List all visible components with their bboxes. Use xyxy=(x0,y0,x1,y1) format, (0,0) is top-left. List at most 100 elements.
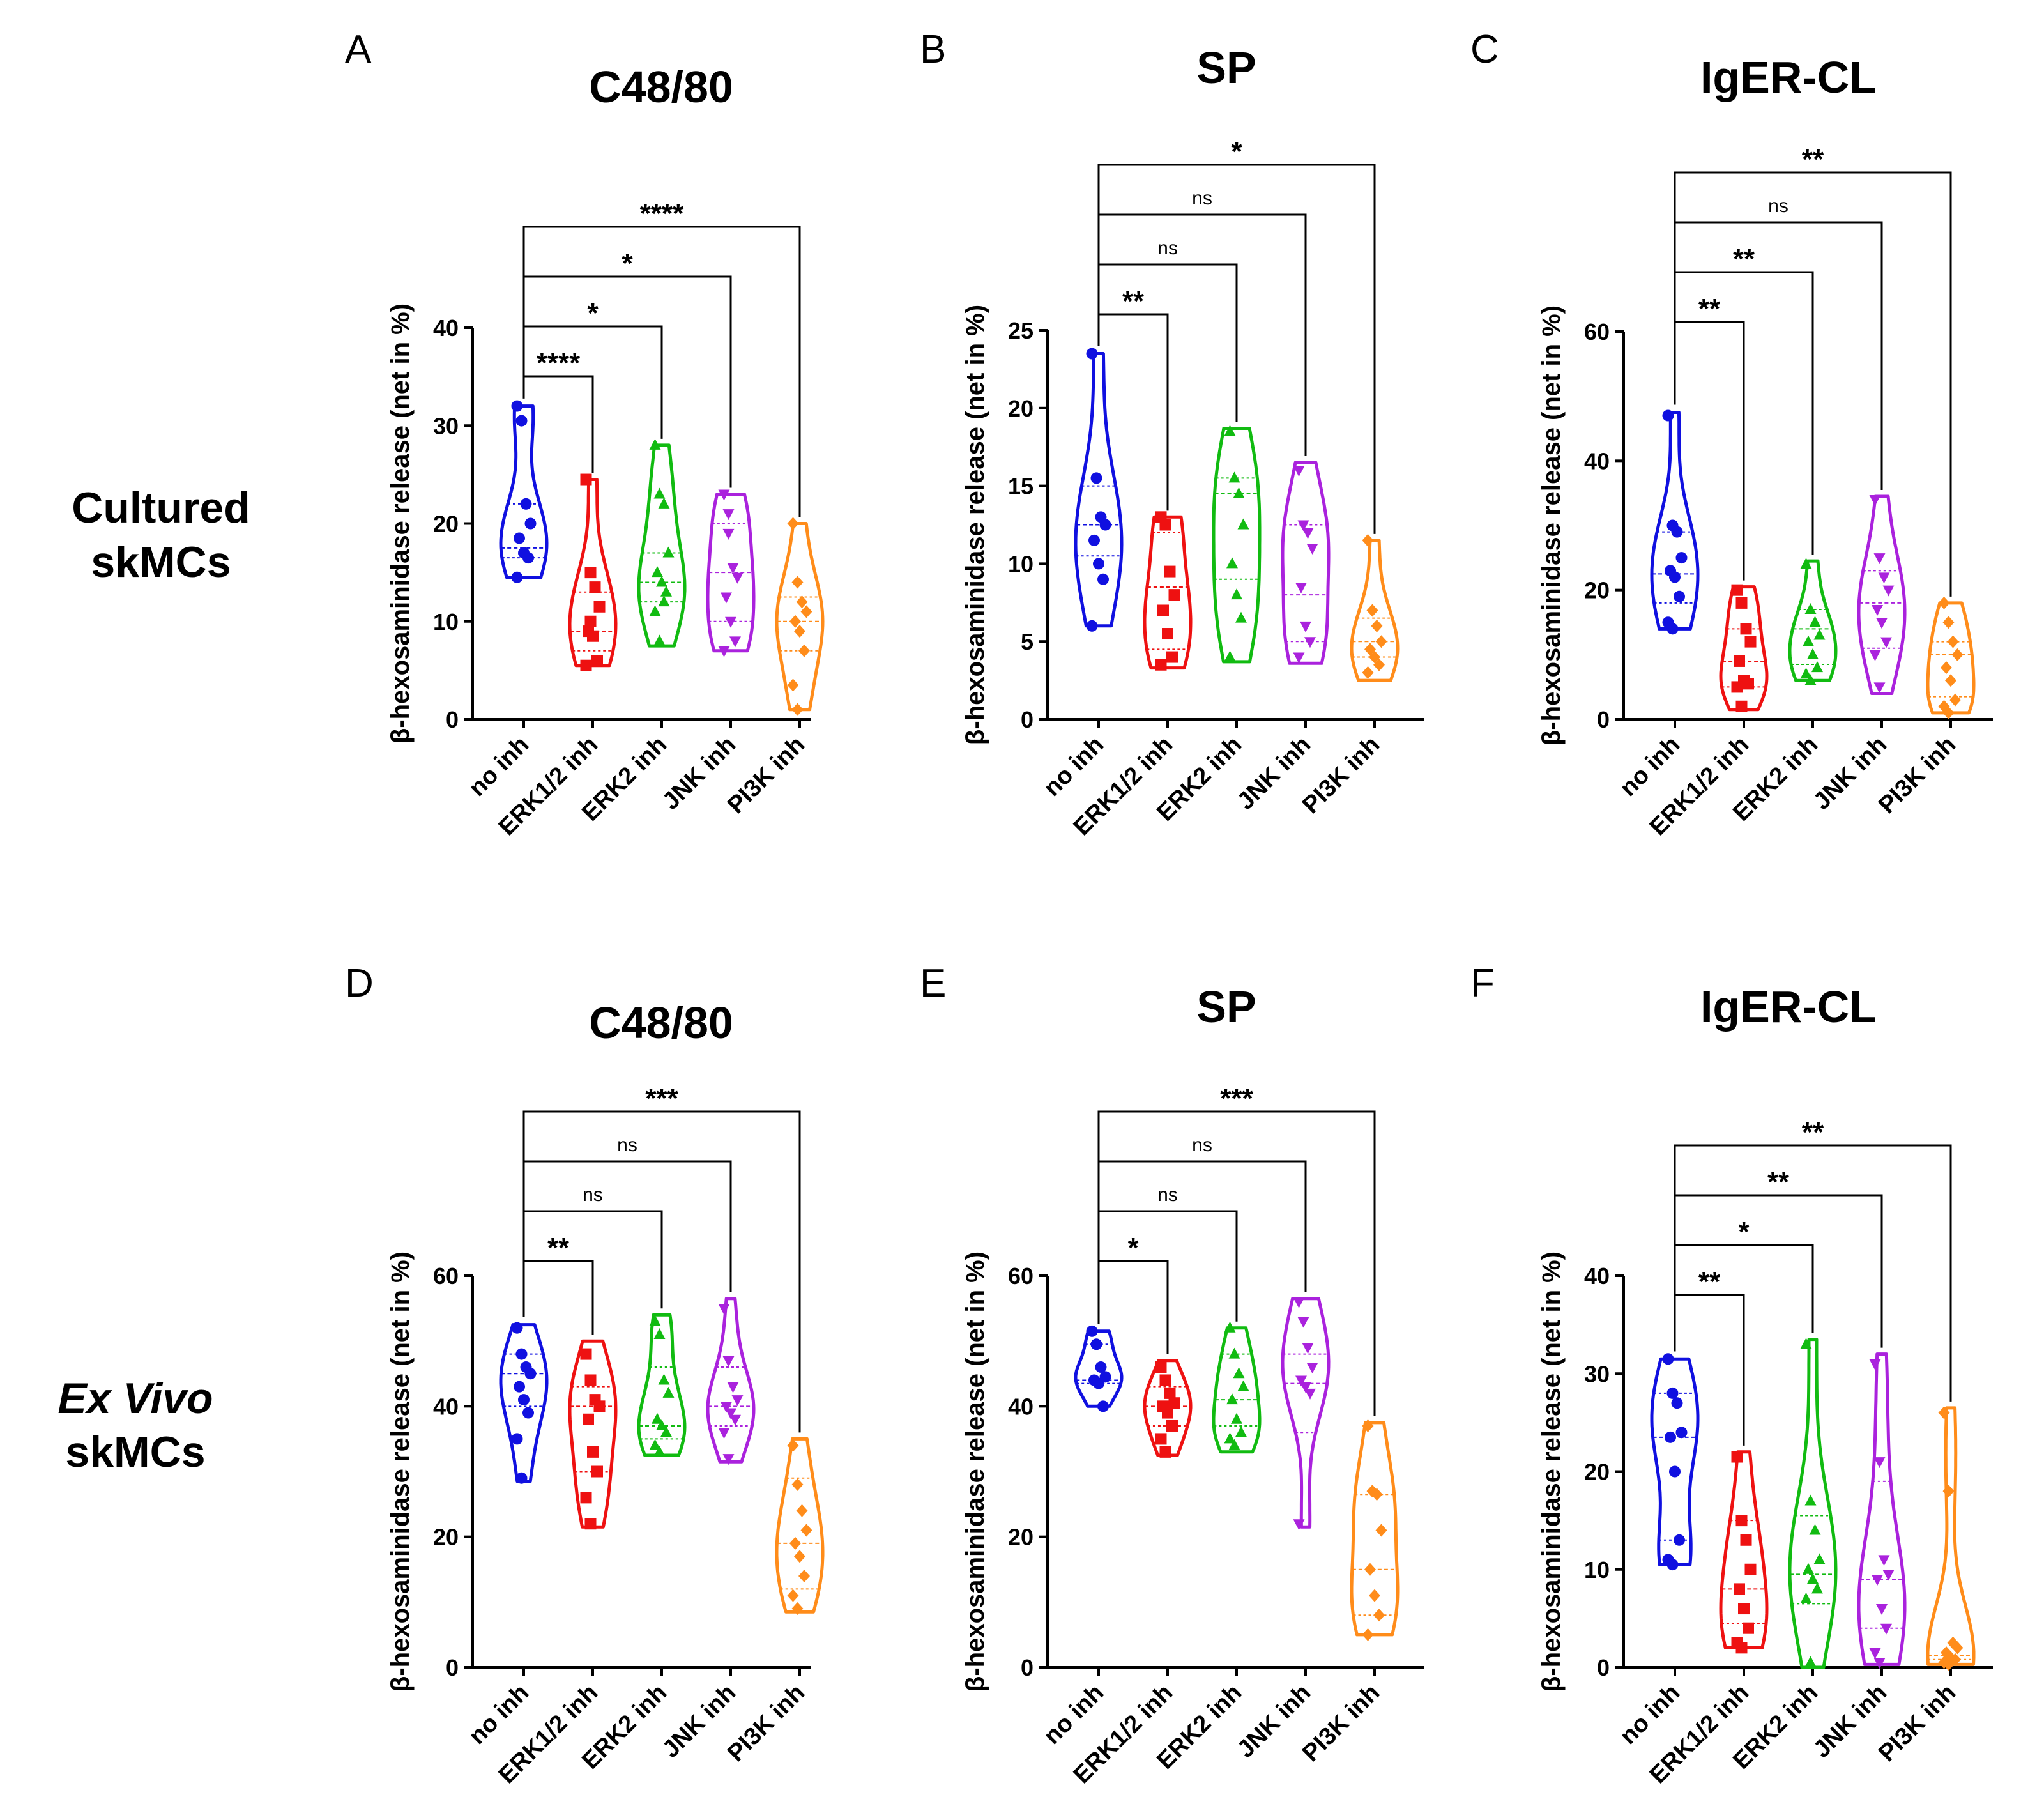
panel-c-violin-pi3k-inh xyxy=(1926,596,1976,719)
panel-d-point-erk2-inh-1 xyxy=(653,1327,666,1339)
panel-e-point-jnk-inh-2 xyxy=(1302,1343,1314,1354)
panel-f-violin-outline-jnk-inh xyxy=(1857,1352,1907,1666)
panel-d-point-no-inh-5 xyxy=(518,1394,530,1406)
panel-c-point-jnk-inh-0 xyxy=(1869,495,1881,507)
panel-e-violin-outline-erk1-2-inh xyxy=(1143,1359,1193,1457)
panel-b-point-erk1-2-inh-5 xyxy=(1162,628,1173,640)
panel-a-point-pi3k-inh-0 xyxy=(787,517,799,530)
panel-b-violin-outline-jnk-inh xyxy=(1281,461,1331,665)
panel-e-violin-jnk-inh xyxy=(1281,1297,1331,1531)
panel-d-violin-outline-jnk-inh xyxy=(706,1297,756,1464)
panel-e-point-erk2-inh-1 xyxy=(1228,1347,1240,1359)
panel-d-bracket-jnk-inh: ns xyxy=(522,1135,732,1317)
panel-d-point-erk2-inh-5 xyxy=(656,1419,667,1430)
panel-a-ytick-label-30: 30 xyxy=(433,413,459,439)
panel-f: F IgER-CL 0 10 20 30 40 β-hexosaminidase releas… xyxy=(1470,961,1993,1789)
panel-b-point-pi3k-inh-3 xyxy=(1375,635,1387,648)
panel-f-point-erk2-inh-0 xyxy=(1800,1338,1812,1349)
panel-f-point-erk2-inh-3 xyxy=(1813,1553,1826,1564)
panel-d-point-jnk-inh-5 xyxy=(725,1408,736,1419)
panel-b-bracket-line-pi3k-inh xyxy=(1097,164,1376,534)
panel-b-point-pi3k-inh-7 xyxy=(1362,666,1374,679)
panel-a-point-erk1-2-inh-3 xyxy=(593,601,606,613)
panel-f-point-erk1-2-inh-2 xyxy=(1740,1534,1752,1546)
panel-c-bracket-label-jnk-inh: ns xyxy=(1768,195,1788,217)
panel-e-violin-outline-erk2-inh xyxy=(1212,1326,1262,1454)
panel-c-point-jnk-inh-7 xyxy=(1869,650,1881,661)
panel-f-point-no-inh-6 xyxy=(1674,1534,1685,1546)
panel-c-point-no-inh-3 xyxy=(1675,552,1688,564)
panel-f-point-no-inh-1 xyxy=(1666,1387,1679,1399)
panel-d-violin-erk2-inh xyxy=(637,1313,687,1457)
panel-f-title: IgER-CL xyxy=(1700,982,1877,1032)
panel-a-point-erk2-inh-7 xyxy=(649,605,661,616)
panel-e-point-erk1-2-inh-6 xyxy=(1166,1419,1178,1432)
panel-a-point-jnk-inh-1 xyxy=(722,528,735,540)
panel-d-point-erk1-2-inh-1 xyxy=(584,1374,597,1386)
panel-a-point-pi3k-inh-6 xyxy=(798,644,810,657)
panel-f-violin-outline-no-inh xyxy=(1650,1357,1700,1566)
panel-c-violin-no-inh xyxy=(1650,409,1700,635)
panel-a-bracket-pi3k-inh: **** xyxy=(522,198,801,517)
panel-d-point-erk2-inh-3 xyxy=(662,1386,675,1398)
panel-b-violin-pi3k-inh xyxy=(1350,533,1400,682)
panel-d-point-pi3k-inh-3 xyxy=(800,1524,812,1537)
panel-a-point-erk1-2-inh-1 xyxy=(584,567,597,579)
panel-a-ytick-label-0: 0 xyxy=(446,707,459,733)
panel-d-violin-outline-erk1-2-inh xyxy=(568,1339,618,1529)
panel-a-bracket-line-jnk-inh xyxy=(522,275,732,488)
panel-d-point-jnk-inh-2 xyxy=(727,1382,739,1393)
panel-c-point-no-inh-0 xyxy=(1662,409,1674,422)
panel-a-point-erk1-2-inh-7 xyxy=(580,659,592,671)
panel-d: D C48/80 0 20 40 60 β-hexosaminidase release (… xyxy=(345,961,825,1789)
panel-b-point-jnk-inh-0 xyxy=(1293,466,1305,477)
panel-f-point-jnk-inh-6 xyxy=(1880,1623,1892,1635)
panel-c-point-erk2-inh-4 xyxy=(1803,635,1814,646)
panel-a-violin-jnk-inh xyxy=(706,489,756,657)
panel-f-point-no-inh-5 xyxy=(1669,1465,1681,1478)
panel-c-point-erk1-2-inh-0 xyxy=(1731,584,1743,596)
panel-f-violin-outline-erk2-inh xyxy=(1788,1338,1838,1669)
panel-f-ytick-label-10: 10 xyxy=(1584,1557,1610,1583)
panel-d-point-jnk-inh-1 xyxy=(722,1356,735,1367)
panel-d-point-no-inh-6 xyxy=(522,1407,534,1419)
panel-f-point-jnk-inh-5 xyxy=(1876,1604,1888,1616)
panel-f-point-jnk-inh-8 xyxy=(1873,1658,1886,1669)
panel-e-point-no-inh-1 xyxy=(1090,1338,1102,1350)
panel-b-point-jnk-inh-7 xyxy=(1293,652,1305,664)
panel-c-point-jnk-inh-5 xyxy=(1876,618,1888,629)
panel-d-point-erk1-2-inh-6 xyxy=(591,1465,603,1478)
row-label-cultured-line1: Cultured xyxy=(72,484,250,532)
panel-d-point-erk1-2-inh-3 xyxy=(593,1400,606,1412)
panel-e-violin-outline-pi3k-inh xyxy=(1350,1421,1400,1637)
panel-d-bracket-label-erk2-inh: ns xyxy=(583,1184,603,1205)
panel-c-point-pi3k-inh-3 xyxy=(1951,648,1964,661)
panel-a-violin-erk1-2-inh xyxy=(568,473,618,671)
panel-a-bracket-label-jnk-inh: * xyxy=(622,248,633,279)
panel-c-point-erk2-inh-8 xyxy=(1804,674,1817,685)
panel-b-bracket-label-erk1-2-inh: ** xyxy=(1122,286,1145,317)
panel-f-point-erk1-2-inh-0 xyxy=(1731,1451,1743,1463)
panel-e-point-erk2-inh-3 xyxy=(1237,1380,1249,1391)
panel-d-title: C48/80 xyxy=(589,998,733,1048)
panel-d-point-no-inh-0 xyxy=(511,1322,523,1334)
panel-d-bracket-label-jnk-inh: ns xyxy=(617,1135,637,1156)
panel-a-point-pi3k-inh-7 xyxy=(787,678,799,692)
panel-a-point-pi3k-inh-8 xyxy=(791,703,804,716)
panel-c-point-erk2-inh-2 xyxy=(1809,616,1821,627)
panel-d-violin-outline-pi3k-inh xyxy=(775,1437,825,1614)
panel-b-point-erk2-inh-5 xyxy=(1231,588,1242,600)
panel-b-ytick-label-0: 0 xyxy=(1021,707,1033,733)
panel-f-point-erk2-inh-1 xyxy=(1804,1494,1817,1506)
panel-f-point-pi3k-inh-1 xyxy=(1942,1485,1955,1498)
panel-a-point-erk2-inh-2 xyxy=(658,497,670,509)
panel-c-point-jnk-inh-6 xyxy=(1880,637,1892,648)
row-label-ex-vivo-line1: Ex Vivo xyxy=(57,1374,213,1423)
panel-c-point-erk2-inh-5 xyxy=(1807,648,1819,659)
panel-e-point-erk2-inh-5 xyxy=(1231,1412,1242,1424)
panel-d-violin-outline-erk2-inh xyxy=(637,1313,687,1457)
panel-b-point-pi3k-inh-0 xyxy=(1362,533,1374,547)
panel-e-bracket-label-jnk-inh: ns xyxy=(1192,1135,1212,1156)
panel-a-violin-erk2-inh xyxy=(637,438,687,648)
